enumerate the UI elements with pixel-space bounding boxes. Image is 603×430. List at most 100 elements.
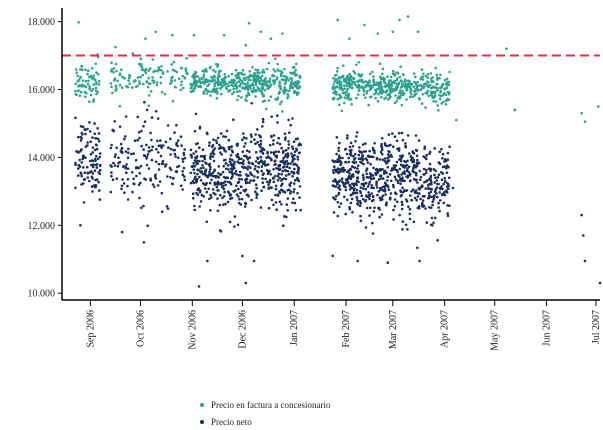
data-point-net-price: [422, 167, 426, 171]
data-point-invoice-price: [439, 73, 442, 77]
data-point-invoice-price: [144, 37, 147, 40]
data-point-net-price: [142, 241, 146, 244]
data-point-invoice-price: [395, 77, 399, 80]
data-point-net-price: [183, 175, 186, 178]
data-point-net-price: [285, 165, 289, 169]
data-point-invoice-price: [123, 76, 126, 80]
data-point-net-price: [368, 149, 371, 153]
data-point-invoice-price: [402, 73, 405, 77]
data-point-net-price: [418, 259, 421, 263]
data-point-invoice-price: [184, 67, 188, 70]
data-point-invoice-price: [409, 92, 413, 96]
data-point-net-price: [86, 144, 89, 147]
data-point-net-price: [182, 153, 186, 157]
data-point-invoice-price: [250, 89, 253, 93]
data-point-net-price: [416, 206, 420, 210]
data-point-net-price: [446, 158, 450, 161]
data-point-invoice-price: [420, 102, 424, 105]
data-point-net-price: [406, 167, 409, 170]
data-point-net-price: [294, 137, 298, 141]
data-point-net-price: [74, 163, 77, 166]
data-point-invoice-price: [181, 74, 184, 78]
data-point-net-price: [82, 178, 86, 181]
data-point-invoice-price: [360, 85, 364, 88]
data-point-net-price: [190, 154, 193, 158]
data-point-invoice-price: [387, 92, 391, 96]
data-point-net-price: [395, 139, 399, 143]
data-point-invoice-price: [216, 87, 219, 90]
data-point-net-price: [256, 156, 259, 159]
data-point-net-price: [438, 150, 442, 154]
data-point-net-price: [407, 171, 411, 174]
data-point-invoice-price: [89, 75, 92, 78]
data-point-net-price: [191, 180, 195, 183]
data-point-net-price: [349, 185, 353, 189]
data-point-net-price: [80, 174, 83, 178]
data-point-invoice-price: [286, 96, 289, 100]
data-point-net-price: [93, 148, 97, 152]
data-point-net-price: [142, 124, 145, 128]
data-point-invoice-price: [366, 82, 370, 86]
data-point-invoice-price: [212, 88, 215, 92]
data-point-invoice-price: [197, 79, 200, 83]
data-point-net-price: [175, 123, 178, 127]
data-point-net-price: [109, 190, 113, 194]
data-point-invoice-price: [348, 37, 351, 40]
data-point-invoice-price: [340, 95, 343, 99]
data-point-net-price: [297, 166, 300, 169]
data-point-net-price: [356, 203, 360, 206]
data-point-net-price: [446, 182, 449, 185]
data-point-net-price: [347, 169, 351, 173]
data-point-net-price: [110, 143, 113, 147]
data-point-net-price: [236, 223, 240, 227]
data-point-net-price: [361, 155, 364, 158]
data-point-net-price: [98, 155, 102, 159]
data-point-net-price: [142, 148, 145, 151]
data-point-net-price: [437, 182, 440, 186]
data-point-net-price: [287, 140, 290, 143]
data-point-invoice-price: [260, 74, 264, 78]
data-point-net-price: [222, 187, 226, 191]
data-point-invoice-price: [170, 63, 173, 66]
data-point-invoice-price: [438, 76, 441, 80]
data-point-net-price: [354, 140, 357, 143]
data-point-net-price: [244, 166, 248, 169]
data-point-invoice-price: [445, 86, 449, 90]
data-point-net-price: [203, 157, 207, 161]
data-point-net-price: [297, 179, 301, 183]
data-point-net-price: [89, 140, 92, 143]
data-point-net-price: [390, 167, 394, 170]
data-point-net-price: [398, 158, 401, 161]
data-point-net-price: [378, 215, 381, 219]
data-point-net-price: [77, 151, 80, 154]
data-point-net-price: [425, 221, 429, 224]
data-point-net-price: [221, 170, 225, 174]
x-tick-label: Jan 2007: [289, 310, 300, 346]
data-point-net-price: [421, 199, 425, 202]
data-point-net-price: [193, 177, 196, 181]
data-point-invoice-price: [222, 83, 226, 87]
data-point-net-price: [156, 139, 159, 143]
data-point-invoice-price: [244, 82, 247, 86]
data-point-net-price: [433, 173, 436, 177]
data-point-net-price: [282, 149, 285, 153]
data-point-net-price: [208, 197, 211, 201]
data-point-net-price: [374, 171, 377, 175]
data-point-invoice-price: [140, 68, 144, 72]
data-point-net-price: [407, 165, 411, 168]
data-point-net-price: [274, 163, 277, 166]
data-point-net-price: [412, 177, 416, 181]
x-ticks: Sep 2006 Oct 2006 Nov 2006 Dec 2006 Jan 2007…: [85, 300, 602, 351]
data-point-net-price: [331, 184, 335, 187]
data-point-invoice-price: [183, 76, 187, 79]
data-point-invoice-price: [235, 87, 238, 90]
data-point-invoice-price: [444, 103, 448, 106]
data-point-net-price: [245, 149, 249, 152]
data-point-invoice-price: [347, 81, 351, 85]
data-point-net-price: [400, 193, 403, 197]
data-point-net-price: [126, 198, 130, 201]
data-point-invoice-price: [399, 94, 403, 98]
data-point-net-price: [224, 135, 227, 139]
data-point-invoice-price: [254, 83, 258, 86]
